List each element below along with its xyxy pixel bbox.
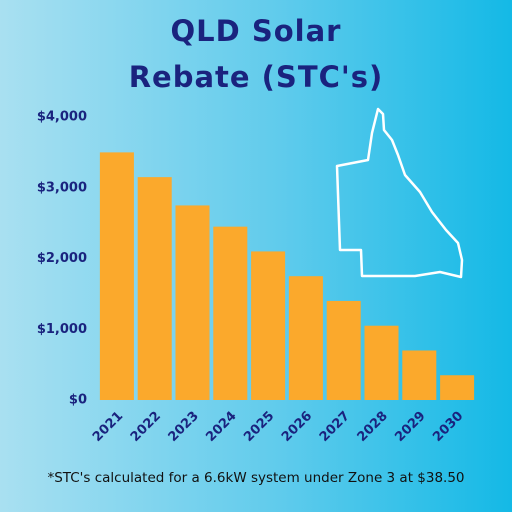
bar — [213, 226, 248, 400]
y-tick-label: $4,000 — [37, 110, 87, 125]
bar — [137, 177, 172, 400]
bar — [175, 205, 210, 400]
x-tick-label: 2025 — [241, 409, 277, 445]
bar — [364, 325, 399, 400]
bar — [99, 152, 134, 400]
y-tick-label: $1,000 — [37, 322, 87, 337]
y-tick-label: $0 — [69, 393, 87, 408]
x-tick-label: 2026 — [279, 409, 315, 445]
bar — [326, 300, 361, 400]
y-tick-label: $3,000 — [37, 180, 87, 195]
queensland-outline — [335, 107, 464, 279]
footnote: *STC's calculated for a 6.6kW system und… — [47, 470, 465, 486]
x-tick-label: 2029 — [392, 409, 428, 445]
x-tick-label: 2022 — [128, 409, 164, 445]
bar — [440, 375, 475, 400]
x-tick-label: 2023 — [166, 409, 202, 445]
bar — [402, 350, 437, 400]
bar — [288, 276, 323, 400]
x-tick-label: 2030 — [430, 409, 466, 445]
x-tick-label: 2027 — [317, 409, 353, 445]
x-tick-label: 2028 — [355, 409, 391, 445]
bar — [251, 251, 286, 400]
y-tick-label: $2,000 — [37, 251, 87, 266]
chart-title: QLD Solar Rebate (STC's) — [128, 14, 384, 94]
x-tick-label: 2021 — [90, 409, 126, 445]
x-tick-label: 2024 — [203, 409, 239, 445]
